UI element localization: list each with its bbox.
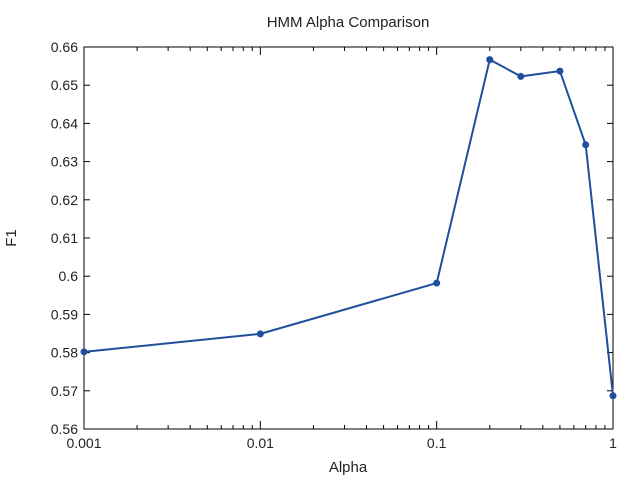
data-point xyxy=(486,56,494,64)
data-point xyxy=(556,67,564,75)
y-tick-label: 0.66 xyxy=(51,39,78,55)
data-point xyxy=(80,348,88,356)
x-tick-label: 1 xyxy=(609,435,617,451)
x-tick-labels: 0.001 0.01 0.1 1 xyxy=(66,435,617,451)
y-axis-label: F1 xyxy=(3,229,20,247)
data-point xyxy=(517,72,525,80)
data-point xyxy=(609,392,617,400)
y-tick-label: 0.56 xyxy=(51,421,78,437)
y-tick-label: 0.6 xyxy=(59,268,79,284)
y-tick-label: 0.64 xyxy=(51,115,78,131)
series-line xyxy=(83,58,614,396)
x-tick-label: 0.01 xyxy=(247,435,274,451)
y-tick-label: 0.57 xyxy=(51,383,78,399)
y-tick-label: 0.58 xyxy=(51,345,78,361)
chart-title: HMM Alpha Comparison xyxy=(267,14,430,31)
axis-ticks xyxy=(83,46,614,430)
x-axis-label: Alpha xyxy=(329,459,368,476)
y-tick-label: 0.65 xyxy=(51,77,78,93)
data-point xyxy=(433,279,441,287)
plot-area-frame xyxy=(83,46,614,430)
data-point xyxy=(582,141,590,149)
y-tick-label: 0.63 xyxy=(51,154,78,170)
series-group xyxy=(80,56,617,400)
y-tick-labels: 0.56 0.57 0.58 0.59 0.6 0.61 0.62 0.63 0.64 0.65 0… xyxy=(51,39,78,437)
x-tick-label: 0.001 xyxy=(66,435,101,451)
data-point xyxy=(256,330,264,338)
y-tick-label: 0.61 xyxy=(51,230,78,246)
x-tick-label: 0.1 xyxy=(427,435,447,451)
y-tick-label: 0.62 xyxy=(51,192,78,208)
y-tick-label: 0.59 xyxy=(51,306,78,322)
